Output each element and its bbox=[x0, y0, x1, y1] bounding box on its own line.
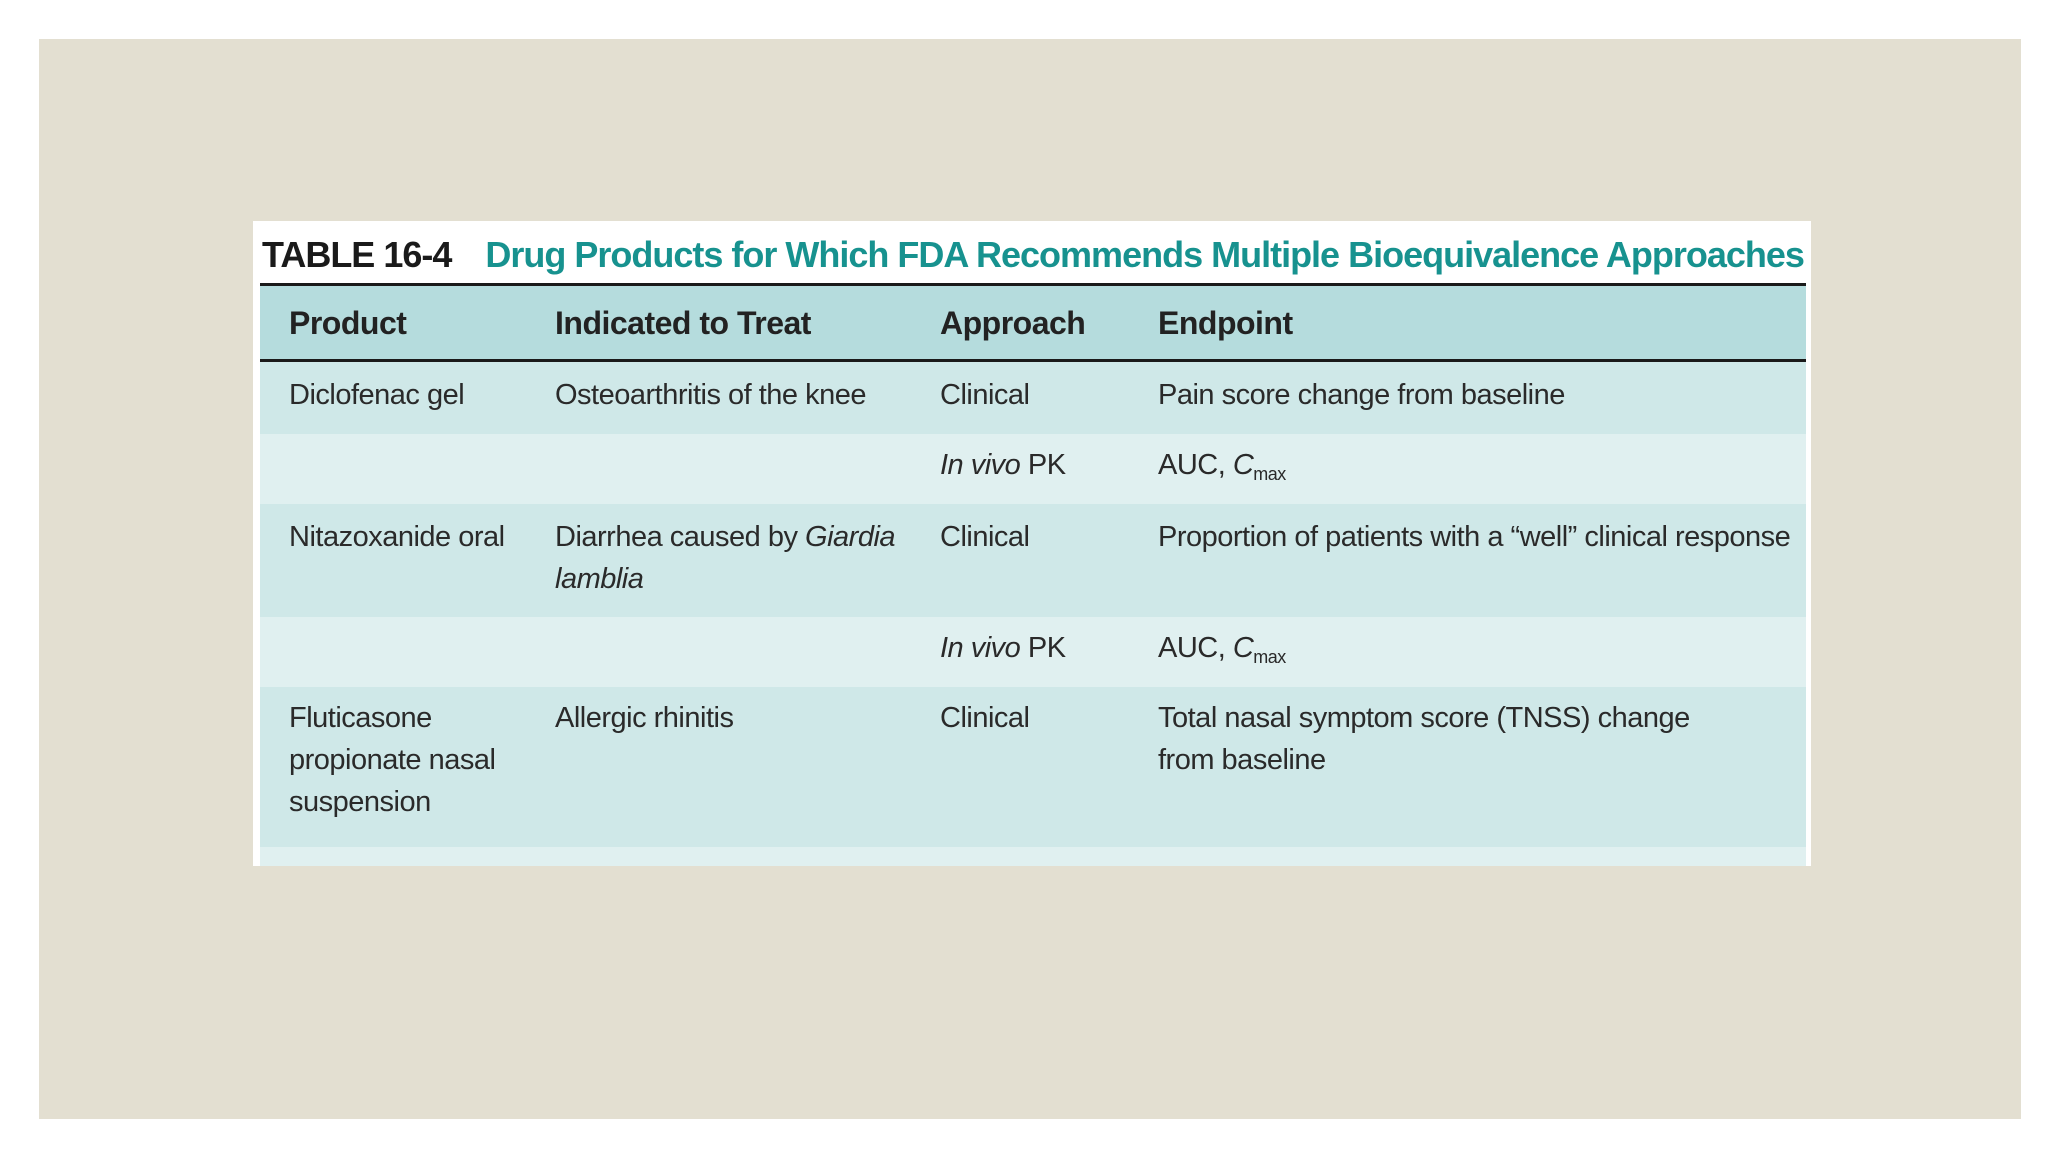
header-product: Product bbox=[289, 305, 407, 341]
cell-indication: Allergic rhinitis bbox=[555, 702, 734, 734]
table-header-rule bbox=[260, 359, 1806, 362]
cell-approach: Clinical bbox=[940, 702, 1030, 734]
cell-product: Nitazoxanide oral bbox=[289, 521, 505, 553]
table-number: TABLE 16-4 bbox=[262, 234, 452, 275]
cell-indication: Diarrhea caused by Giardia lamblia bbox=[555, 516, 915, 600]
cell-endpoint: Proportion of patients with a “well” cli… bbox=[1158, 521, 1791, 553]
indication-prefix: Diarrhea caused by bbox=[555, 521, 806, 553]
cell-endpoint: AUC, Cmax bbox=[1158, 627, 1798, 669]
table-continuation-strip bbox=[260, 847, 1806, 866]
cell-product: Diclofenac gel bbox=[289, 379, 465, 411]
cell-endpoint: Total nasal symptom score (TNSS) change … bbox=[1158, 702, 1690, 776]
cell-approach: In vivo PK bbox=[940, 627, 1135, 669]
approach-rest: PK bbox=[1020, 632, 1066, 664]
approach-italic: In vivo bbox=[940, 632, 1021, 664]
cell-approach: Clinical bbox=[940, 521, 1030, 553]
approach-rest: PK bbox=[1020, 449, 1066, 481]
endpoint-variable: C bbox=[1232, 449, 1254, 481]
table-16-4: TABLE 16-4 Drug Products for Which FDA Re… bbox=[253, 221, 1811, 866]
header-endpoint: Endpoint bbox=[1158, 305, 1293, 341]
table-row: In vivo PK AUC, Cmax bbox=[260, 434, 1806, 504]
table-caption: Drug Products for Which FDA Recommends M… bbox=[485, 234, 1805, 275]
cell-indication: Osteoarthritis of the knee bbox=[555, 379, 867, 411]
endpoint-variable: C bbox=[1232, 632, 1254, 664]
table-row: In vivo PK AUC, Cmax bbox=[260, 617, 1806, 687]
header-indication: Indicated to Treat bbox=[555, 305, 811, 341]
cell-endpoint: Pain score change from baseline bbox=[1158, 379, 1565, 411]
endpoint-prefix: AUC, bbox=[1158, 449, 1233, 481]
header-approach: Approach bbox=[940, 305, 1086, 341]
table-row: Fluticasone propionate nasal suspension … bbox=[260, 687, 1806, 847]
cell-product: Fluticasone propionate nasal suspension bbox=[289, 702, 496, 818]
approach-italic: In vivo bbox=[940, 449, 1021, 481]
cell-approach: Clinical bbox=[940, 379, 1030, 411]
endpoint-prefix: AUC, bbox=[1158, 632, 1233, 664]
table-top-rule bbox=[260, 283, 1806, 286]
table-header-row: Product Indicated to Treat Approach Endp… bbox=[260, 286, 1806, 360]
table-title: TABLE 16-4 Drug Products for Which FDA Re… bbox=[262, 227, 1805, 283]
endpoint-subscript: max bbox=[1253, 464, 1286, 484]
endpoint-subscript: max bbox=[1253, 647, 1286, 667]
indication-italic: Giardia lamblia bbox=[555, 521, 896, 595]
table-row: Nitazoxanide oral Diarrhea caused by Gia… bbox=[260, 504, 1806, 617]
cell-approach: In vivo PK bbox=[940, 444, 1135, 486]
table-row: Diclofenac gel Osteoarthritis of the kne… bbox=[260, 362, 1806, 434]
cell-endpoint: AUC, Cmax bbox=[1158, 444, 1798, 486]
